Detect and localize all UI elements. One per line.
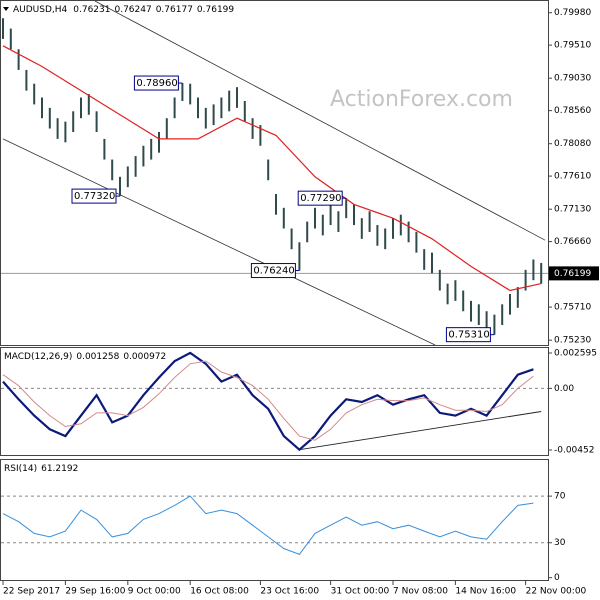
annotation-label: 0.75310: [448, 330, 489, 341]
annotation-box: [71, 188, 117, 204]
trendline: [299, 411, 542, 451]
indicator-name: MACD(12,26,9): [4, 352, 72, 362]
y-tick-label: 0.77130: [554, 205, 591, 215]
moving-average: [2, 45, 542, 292]
annotation-box: [133, 75, 179, 91]
y-tick-label: 0.00: [554, 384, 574, 394]
annotation-label: 0.77320: [74, 191, 115, 202]
y-tick-label: 0.78560: [554, 106, 591, 116]
y-tick-label: 0.75230: [554, 336, 591, 346]
annotation-box: [445, 327, 491, 343]
x-tick-label: 31 Oct 00:00: [331, 587, 390, 597]
macd-panel: [0, 347, 549, 456]
x-tick-label: 22 Sep 2017: [3, 587, 60, 597]
annotation-box: [250, 263, 296, 279]
panel-header: MACD(12,26,9) 0.001258 0.000972: [4, 352, 166, 362]
last-price-box: [549, 266, 599, 281]
panel-header: AUDUSD,H4 0.76231 0.76247 0.76177 0.76199: [13, 5, 234, 15]
y-tick-label: 70: [554, 492, 566, 502]
panel-header: RSI(14) 61.2192: [4, 464, 78, 474]
x-tick-label: 29 Sep 16:00: [65, 587, 125, 597]
y-tick-label: 0.79980: [554, 8, 591, 18]
y-tick-label: 0.78080: [554, 139, 591, 149]
header-value: 0.76247: [114, 5, 151, 15]
x-tick-label: 9 Oct 00:00: [128, 587, 181, 597]
annotation-label: 0.76240: [253, 266, 294, 277]
x-tick-label: 23 Oct 16:00: [260, 587, 319, 597]
header-value: 0.000972: [123, 352, 166, 362]
annotation-box: [297, 190, 343, 206]
watermark: ActionForex.com: [330, 87, 513, 112]
annotation-label: 0.77290: [300, 193, 341, 204]
y-tick-label: 0: [554, 573, 560, 583]
x-tick-label: 14 Nov 16:00: [455, 587, 516, 597]
header-value: 0.001258: [76, 352, 119, 362]
x-tick-label: 16 Oct 08:00: [190, 587, 249, 597]
y-tick-label: -0.00452: [554, 445, 594, 455]
y-tick-label: 0.75710: [554, 303, 591, 313]
menu-arrow: [3, 7, 9, 11]
y-tick-label: 30: [554, 538, 566, 548]
header-value: 0.76199: [197, 5, 234, 15]
y-tick-label: 0.002595: [554, 349, 597, 359]
rsi-panel: [0, 459, 549, 581]
indicator-line: [2, 351, 534, 452]
header-value: 0.76177: [156, 5, 193, 15]
header-value: 61.2192: [41, 464, 78, 474]
annotation-label: 0.78960: [136, 78, 177, 89]
x-tick-label: 22 Nov 00:00: [526, 587, 587, 597]
last-price-label: 0.76199: [554, 269, 591, 279]
y-tick-label: 0.79030: [554, 74, 591, 84]
y-tick-label: 0.77610: [554, 172, 591, 182]
indicator-line: [2, 495, 534, 556]
indicator-name: RSI(14): [4, 464, 37, 474]
indicator-name: AUDUSD,H4: [13, 5, 68, 15]
indicator-line: [2, 360, 534, 441]
y-tick-label: 0.79510: [554, 41, 591, 51]
header-value: 0.76231: [73, 5, 110, 15]
price-panel: [0, 0, 549, 346]
x-tick-label: 7 Nov 08:00: [393, 587, 448, 597]
y-tick-label: 0.76660: [554, 237, 591, 247]
trendline: [94, 0, 546, 241]
trendline: [2, 138, 436, 346]
